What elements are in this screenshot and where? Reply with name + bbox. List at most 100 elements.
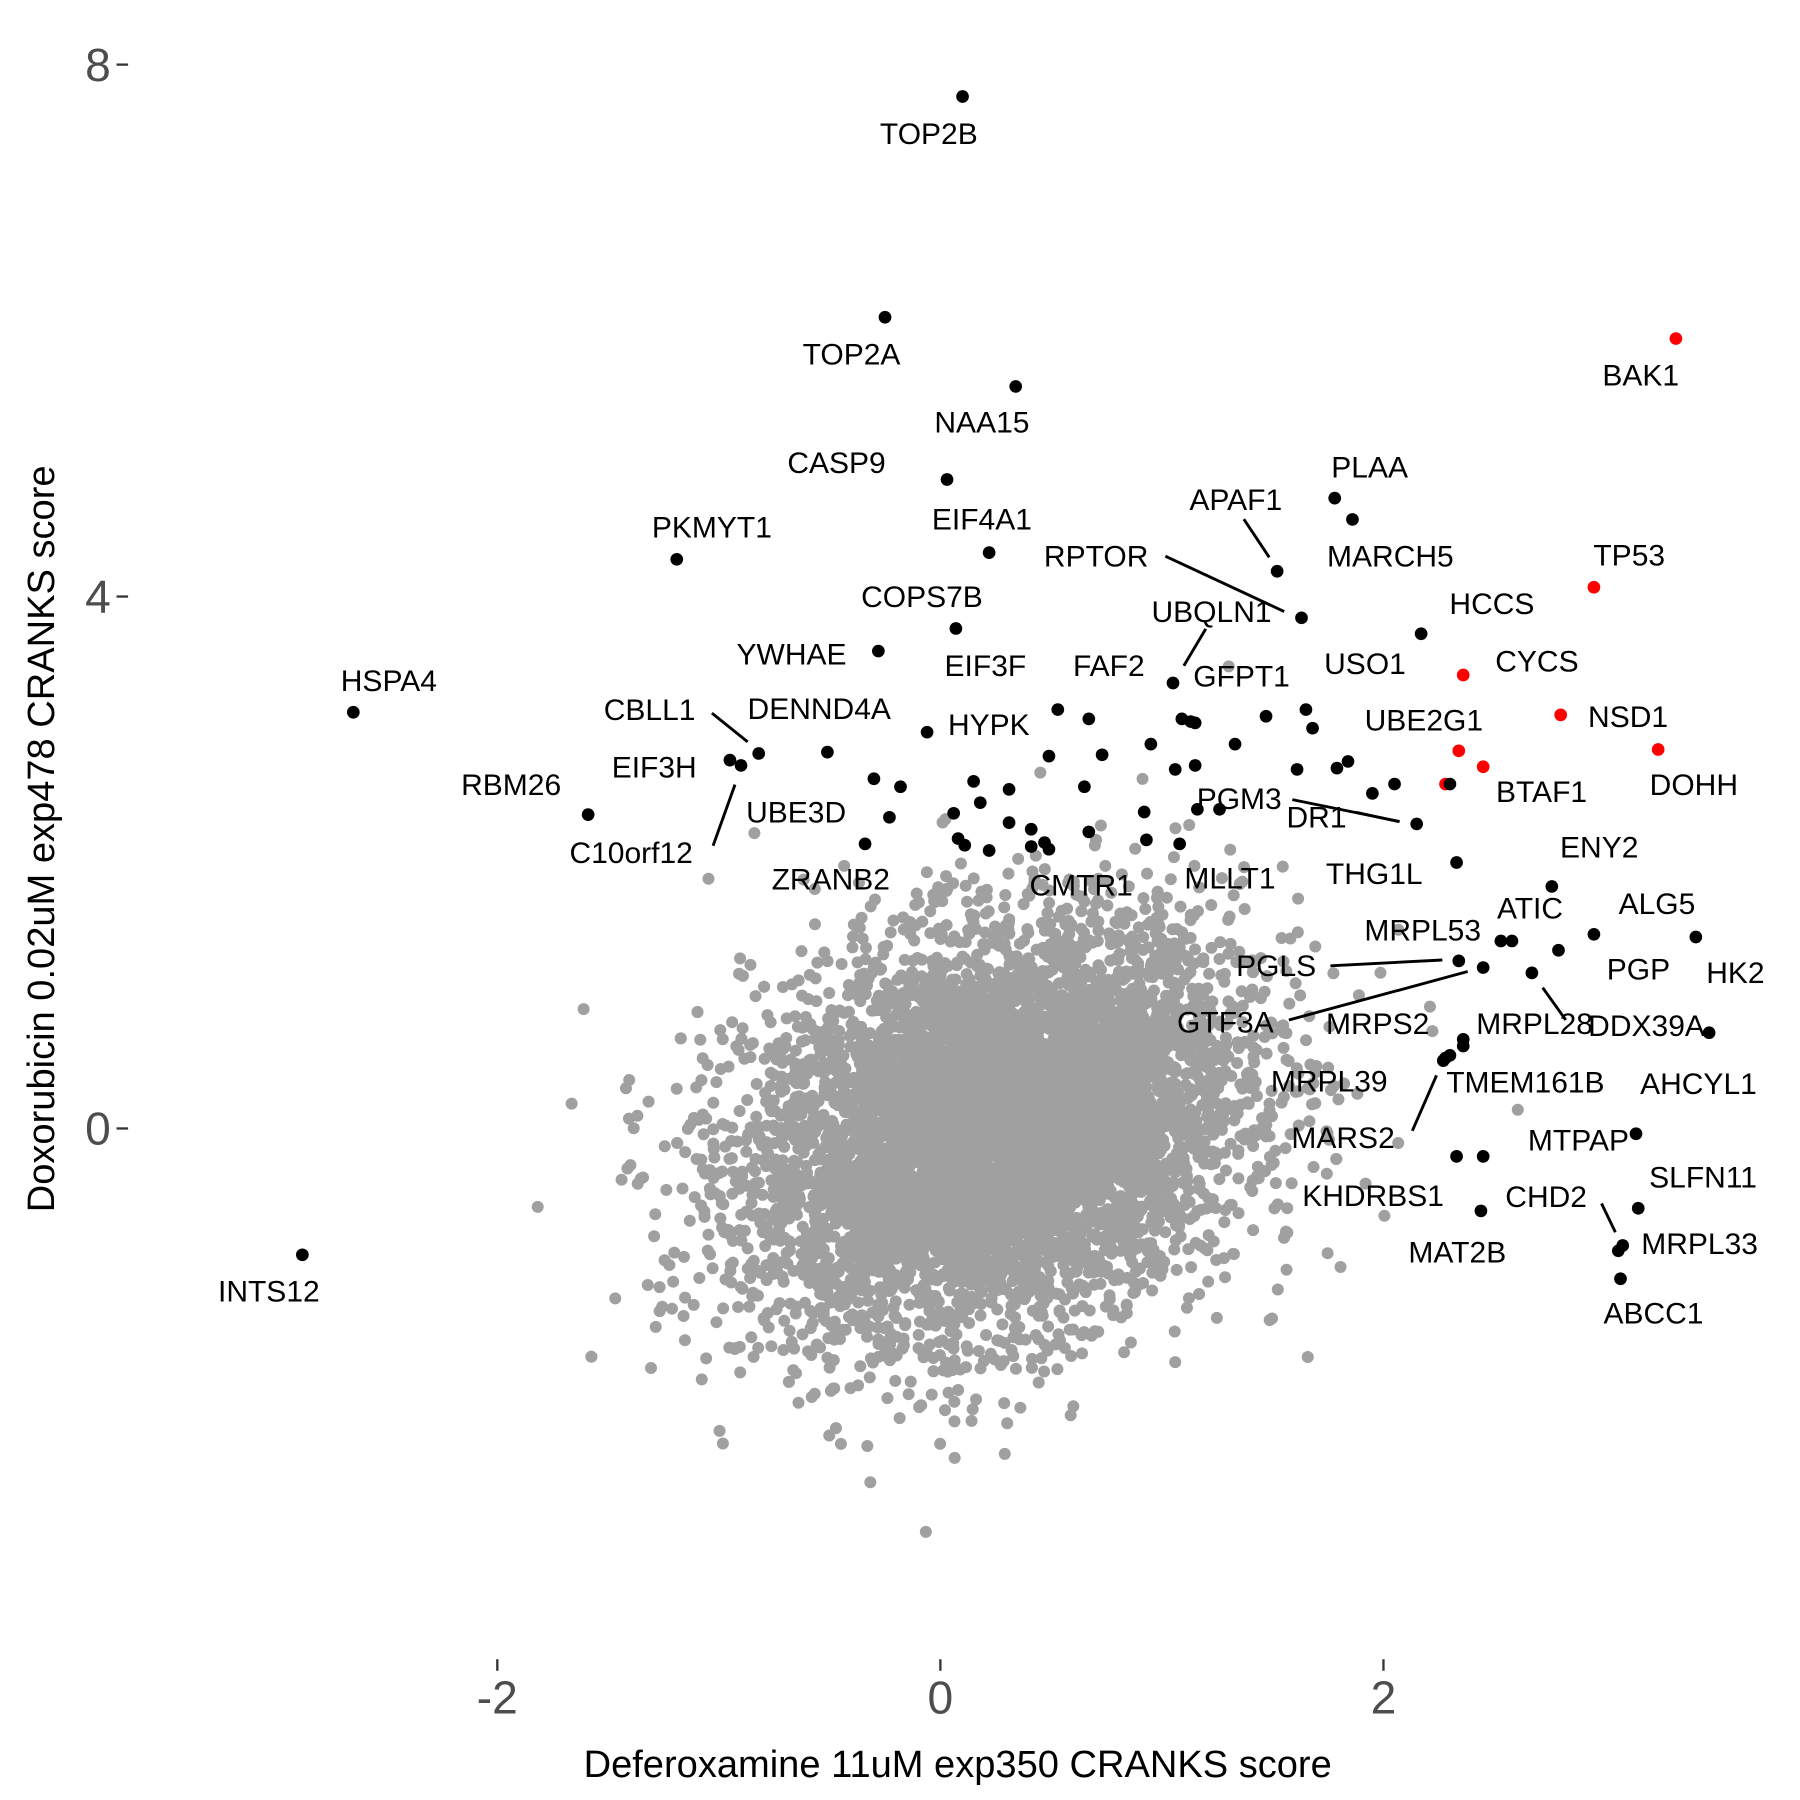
background-point xyxy=(1075,1329,1088,1342)
background-point xyxy=(864,1476,877,1489)
background-point xyxy=(902,1388,915,1401)
background-point xyxy=(1174,900,1187,913)
background-point xyxy=(999,889,1012,902)
background-point xyxy=(1122,880,1135,893)
background-point xyxy=(745,1331,758,1344)
background-point xyxy=(1090,833,1103,846)
background-point xyxy=(884,926,897,939)
background-point xyxy=(1351,1087,1364,1100)
background-point xyxy=(1284,932,1297,945)
background-point xyxy=(1005,1344,1018,1357)
background-point xyxy=(1285,1177,1298,1190)
background-point xyxy=(759,1240,772,1253)
background-point xyxy=(1258,985,1271,998)
background-point xyxy=(866,1356,879,1369)
background-point xyxy=(775,1133,788,1146)
background-point xyxy=(736,1022,749,1035)
background-point xyxy=(1085,915,1098,928)
background-point xyxy=(1219,1164,1232,1177)
background-point xyxy=(817,1212,830,1225)
background-point xyxy=(649,1320,662,1333)
background-point xyxy=(1145,1237,1158,1250)
background-point xyxy=(1115,868,1128,881)
background-point xyxy=(694,1033,707,1046)
background-point xyxy=(1321,1247,1334,1260)
background-point xyxy=(653,1305,666,1318)
background-point xyxy=(788,1342,801,1355)
background-point xyxy=(695,1153,708,1166)
background-point xyxy=(1197,1187,1210,1200)
background-point xyxy=(749,990,762,1003)
background-point xyxy=(835,958,848,971)
background-gene-points xyxy=(531,660,1524,1538)
background-point xyxy=(863,1371,876,1384)
background-point xyxy=(746,1037,759,1050)
background-point xyxy=(1102,1267,1115,1280)
background-point xyxy=(947,1342,960,1355)
background-point xyxy=(998,901,1011,914)
background-point xyxy=(1239,1127,1252,1140)
background-point xyxy=(641,1279,654,1292)
background-point xyxy=(1192,1174,1205,1187)
background-point xyxy=(942,1386,955,1399)
background-point xyxy=(1352,989,1365,1002)
background-point xyxy=(697,1128,710,1141)
background-point xyxy=(1303,1115,1316,1128)
background-point xyxy=(926,954,939,967)
background-point xyxy=(678,1334,691,1347)
background-point xyxy=(839,1323,852,1336)
background-point xyxy=(804,1304,817,1317)
background-point xyxy=(1301,1351,1314,1364)
background-point xyxy=(1374,966,1387,979)
background-point xyxy=(1205,898,1218,911)
background-point xyxy=(1095,963,1107,976)
background-point xyxy=(1232,1207,1245,1220)
background-point xyxy=(1174,1230,1187,1243)
background-point xyxy=(1019,1333,1032,1346)
background-point xyxy=(762,1321,775,1334)
background-point xyxy=(1079,1286,1092,1299)
background-point xyxy=(1201,982,1214,995)
background-point xyxy=(1092,924,1105,937)
background-point xyxy=(1183,819,1196,831)
background-point xyxy=(670,1082,683,1095)
background-point xyxy=(827,1382,840,1395)
background-point xyxy=(805,1348,818,1361)
background-point xyxy=(1112,929,1125,942)
background-point xyxy=(1168,1243,1181,1256)
background-point xyxy=(791,1020,804,1033)
background-point xyxy=(998,1447,1011,1460)
background-point xyxy=(716,1437,729,1450)
background-point xyxy=(1136,772,1149,785)
background-point xyxy=(1284,1128,1297,1141)
background-point xyxy=(565,1097,578,1110)
background-point xyxy=(834,1437,847,1450)
background-point xyxy=(952,1384,965,1397)
background-point xyxy=(683,1214,696,1227)
background-point xyxy=(818,946,831,959)
background-point xyxy=(822,1252,835,1265)
background-point xyxy=(1321,1127,1334,1140)
background-point xyxy=(906,979,919,992)
background-point xyxy=(1247,1224,1260,1237)
background-point xyxy=(713,1424,726,1437)
background-point xyxy=(695,1373,708,1386)
background-point xyxy=(912,1328,925,1341)
background-point xyxy=(733,1105,746,1118)
background-point xyxy=(897,911,910,924)
background-point xyxy=(939,1252,952,1265)
background-point xyxy=(852,1296,865,1309)
background-point xyxy=(1210,1311,1223,1324)
background-point xyxy=(1064,1409,1077,1422)
background-point xyxy=(1188,859,1201,872)
background-point xyxy=(645,1362,657,1374)
background-point xyxy=(965,1414,978,1427)
background-point xyxy=(913,1401,926,1414)
background-point xyxy=(1219,1271,1232,1284)
background-point xyxy=(1227,889,1240,902)
background-point xyxy=(1008,1298,1021,1311)
background-point xyxy=(667,1275,680,1288)
background-point xyxy=(1238,903,1251,915)
background-point xyxy=(985,1296,998,1309)
background-point xyxy=(1197,952,1210,965)
